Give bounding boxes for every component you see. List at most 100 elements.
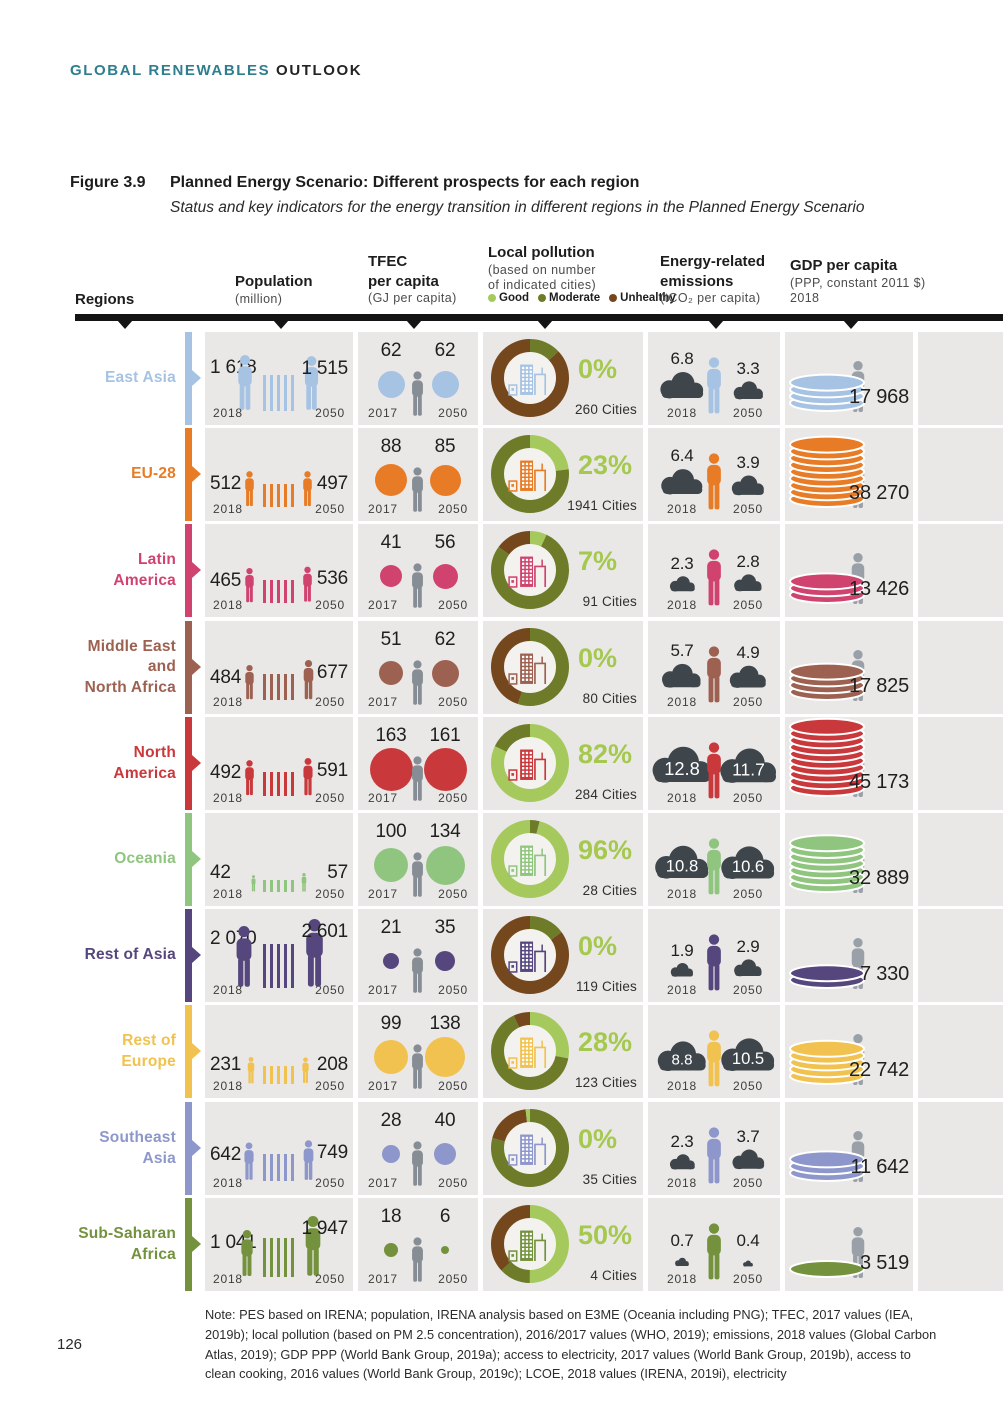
emissions-person-icon	[707, 1127, 721, 1184]
tfec-2017-circle-icon	[374, 848, 408, 882]
region-row: EU-28 512 497 2018 2050 88 85 2017 2050 23% 1941 C…	[0, 428, 1003, 521]
coin-stack-icon	[789, 1039, 865, 1085]
population-growth-bars-icon	[284, 944, 287, 988]
population-year-2050: 2050	[315, 598, 345, 612]
legend-label: Unhealthy	[620, 292, 676, 304]
truncated-cell	[918, 909, 1003, 1002]
emissions-year-2050: 2050	[733, 502, 763, 516]
region-bar	[185, 1005, 192, 1098]
emissions-person-icon	[707, 934, 721, 991]
pollution-good-percent: 28%	[578, 1027, 633, 1057]
tfec-2050-circle-icon	[434, 1143, 456, 1165]
gdp-value: 32 889	[849, 867, 909, 889]
population-growth-bars-icon	[277, 375, 280, 411]
pollution-legend: Good Moderate Unhealthy	[488, 292, 676, 304]
population-growth-bars-icon	[291, 580, 294, 603]
pollution-cell: 0% 80 Cities	[483, 621, 643, 714]
gdp-cell: 17 825	[785, 621, 913, 714]
pollution-donut-chart	[491, 339, 569, 417]
tfec-2050-value: 6	[439, 1206, 451, 1227]
population-growth-bars-icon	[284, 580, 287, 603]
tfec-year-2017: 2017	[368, 406, 398, 420]
pollution-title: Local pollution	[488, 244, 595, 261]
row-arrow-icon	[192, 659, 201, 675]
pollution-good-percent: 82%	[578, 739, 633, 769]
population-year-2050: 2050	[315, 983, 345, 997]
population-2018-person-icon	[245, 471, 254, 507]
gdp-value: 17 968	[849, 386, 909, 408]
column-header-population: Population (million)	[235, 272, 313, 307]
figure-subtitle: Status and key indicators for the energy…	[170, 199, 865, 216]
column-header-emissions: Energy-related emissions (tCO₂ per capit…	[660, 252, 765, 307]
population-growth-bars-icon	[291, 484, 294, 507]
population-growth-bars-icon	[277, 1066, 280, 1084]
emissions-year-2050: 2050	[733, 983, 763, 997]
population-growth-bars-icon	[284, 880, 287, 892]
population-2050-person-icon	[303, 566, 312, 602]
emissions-2050-cloud-icon	[732, 1149, 765, 1170]
tfec-2050-circle-icon	[424, 748, 467, 791]
population-cell: 42 57 2018 2050	[205, 813, 353, 906]
gdp-value: 7 330	[859, 963, 909, 985]
pollution-cell: 28% 123 Cities	[483, 1005, 643, 1098]
population-2018-value: 231	[210, 1054, 242, 1075]
population-cell: 484 677 2018 2050	[205, 621, 353, 714]
emissions-person-icon	[707, 1223, 721, 1280]
svg-text:10.8: 10.8	[666, 856, 698, 875]
emissions-person-icon	[707, 742, 721, 799]
city-building-icon	[508, 749, 547, 781]
emissions-cell: 6.4 3.9 2018 2050	[648, 428, 780, 521]
pollution-cities-count: 260 Cities	[574, 402, 637, 417]
population-growth-bars-icon	[270, 1066, 273, 1084]
pollution-cell: 7% 91 Cities	[483, 524, 643, 617]
svg-text:8.8: 8.8	[672, 1052, 693, 1069]
tfec-person-icon	[412, 948, 423, 993]
gdp-cell: 11 642	[785, 1102, 913, 1195]
pollution-good-percent: 0%	[578, 643, 618, 673]
emissions-person-icon	[707, 453, 721, 510]
pollution-donut-chart	[491, 435, 569, 513]
population-year-2050: 2050	[315, 887, 345, 901]
population-title: Population	[235, 273, 313, 290]
emissions-year-2018: 2018	[667, 1176, 697, 1190]
population-2018-value: 42	[210, 862, 231, 883]
population-2018-value: 465	[210, 570, 242, 591]
tfec-cell: 99 138 2017 2050	[358, 1005, 478, 1098]
city-building-icon	[508, 845, 547, 877]
gdp-value: 13 426	[849, 578, 909, 600]
legend-item-unhealthy: Unhealthy	[609, 292, 676, 304]
emissions-year-2050: 2050	[733, 598, 763, 612]
population-unit: (million)	[235, 291, 283, 306]
pollution-cities-count: 28 Cities	[582, 883, 637, 898]
emissions-2018-cloud-icon	[669, 576, 695, 592]
tfec-2050-value: 40	[434, 1110, 456, 1131]
svg-text:10.6: 10.6	[732, 857, 764, 876]
emissions-year-2050: 2050	[733, 1272, 763, 1286]
population-growth-bars-icon	[277, 1238, 280, 1277]
tfec-year-2050: 2050	[438, 1272, 468, 1286]
tfec-person-icon	[412, 756, 423, 801]
population-growth-bars-icon	[270, 1154, 273, 1181]
population-growth-bars-icon	[263, 1154, 266, 1181]
emissions-title-line2: emissions	[660, 272, 734, 290]
tfec-2017-value: 88	[380, 436, 402, 457]
tfec-2050-value: 85	[434, 436, 456, 457]
population-growth-bars-icon	[277, 1154, 280, 1181]
emissions-year-2018: 2018	[667, 695, 697, 709]
region-label: North America	[113, 744, 176, 782]
emissions-2050-cloud-icon: 10.6	[721, 846, 775, 880]
emissions-2050-cloud-icon	[743, 1260, 753, 1267]
population-year-2018: 2018	[213, 791, 243, 805]
pollution-good-percent: 23%	[578, 450, 633, 480]
population-cell: 642 749 2018 2050	[205, 1102, 353, 1195]
tfec-2050-value: 56	[434, 532, 456, 553]
running-header: GLOBAL RENEWABLES OUTLOOK	[70, 62, 362, 79]
truncated-cell	[918, 428, 1003, 521]
region-label: Middle East and North Africa	[84, 638, 176, 696]
emissions-2018-value: 2.3	[670, 554, 694, 573]
tfec-person-icon	[412, 1141, 423, 1186]
emissions-person-icon	[707, 549, 721, 606]
population-2018-person-icon	[236, 926, 252, 987]
tfec-cell: 21 35 2017 2050	[358, 909, 478, 1002]
emissions-person-icon	[707, 646, 721, 703]
